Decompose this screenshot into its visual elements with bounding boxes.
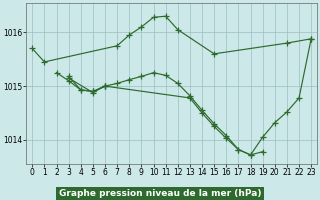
Text: Graphe pression niveau de la mer (hPa): Graphe pression niveau de la mer (hPa) xyxy=(59,189,261,198)
